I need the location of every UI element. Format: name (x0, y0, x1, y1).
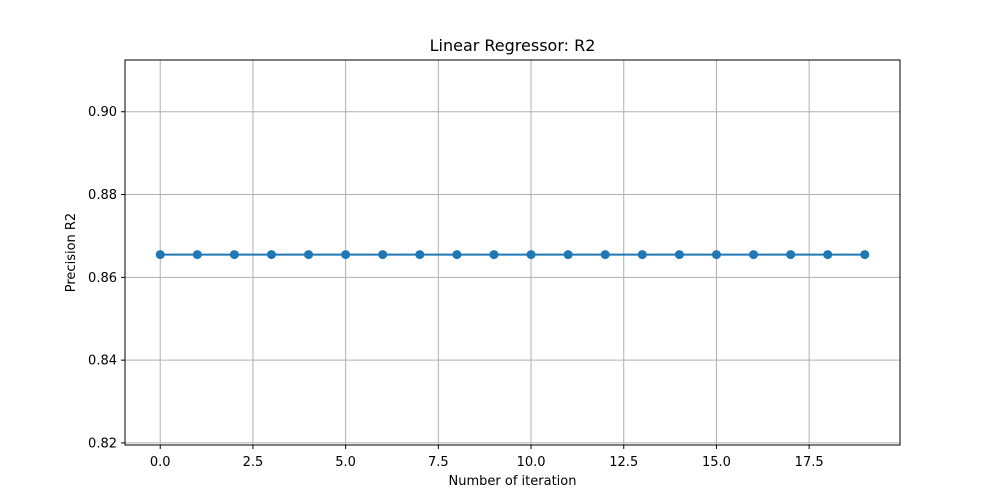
data-point (229, 250, 239, 260)
x-tick-label: 12.5 (609, 455, 638, 470)
data-point (452, 250, 462, 260)
x-tick-label: 5.0 (335, 455, 356, 470)
data-point (341, 250, 351, 260)
data-point (155, 250, 165, 260)
y-axis-ticks: 0.82 0.84 0.86 0.88 0.90 (88, 105, 125, 451)
data-point (860, 250, 870, 260)
x-axis-ticks: 0.0 2.5 5.0 7.5 10.0 12.5 15.0 17.5 (150, 445, 824, 470)
x-tick-label: 10.0 (517, 455, 546, 470)
data-point (749, 250, 759, 260)
x-tick-label: 7.5 (428, 455, 449, 470)
plot-frame (124, 59, 901, 446)
data-point (415, 250, 425, 260)
data-point (823, 250, 833, 260)
data-point (526, 250, 536, 260)
y-tick-label: 0.90 (88, 105, 117, 120)
data-point (304, 250, 314, 260)
data-point (711, 250, 721, 260)
data-point (637, 250, 647, 260)
x-tick-label: 2.5 (243, 455, 264, 470)
y-tick-label: 0.88 (88, 188, 117, 203)
y-tick-label: 0.86 (88, 271, 117, 286)
chart-title: Linear Regressor: R2 (430, 36, 596, 55)
data-point (600, 250, 610, 260)
x-axis-label: Number of iteration (449, 474, 577, 489)
y-tick-label: 0.82 (88, 436, 117, 451)
y-tick-label: 0.84 (88, 354, 117, 369)
data-point (266, 250, 276, 260)
x-tick-label: 0.0 (150, 455, 171, 470)
y-axis-label: Precision R2 (64, 213, 79, 292)
data-point (489, 250, 499, 260)
data-point (192, 250, 202, 260)
data-point (378, 250, 388, 260)
data-point (674, 250, 684, 260)
series-layer (155, 250, 870, 260)
x-tick-label: 15.0 (702, 455, 731, 470)
data-point (563, 250, 573, 260)
data-point (786, 250, 796, 260)
x-tick-label: 17.5 (795, 455, 824, 470)
